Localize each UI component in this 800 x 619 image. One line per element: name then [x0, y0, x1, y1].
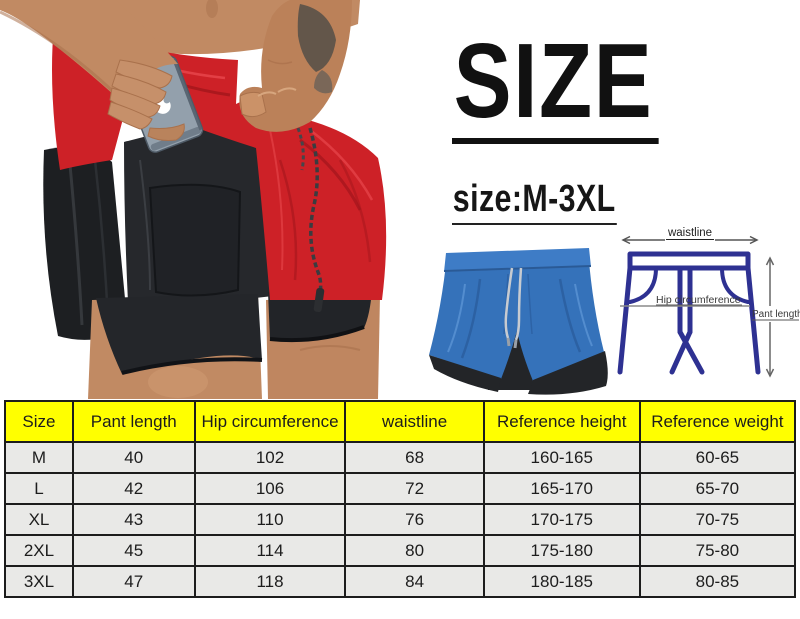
blue-drawstring: [504, 267, 523, 349]
table-cell: 180-185: [482, 565, 641, 598]
table-cell: 3XL: [4, 565, 74, 598]
column-header-waistline: waistline: [344, 400, 485, 443]
table-cell: 80-85: [638, 565, 797, 598]
size-range-subtitle: size:M-3XL: [452, 180, 618, 225]
blue-liner-right: [528, 351, 608, 395]
right-thumb: [239, 91, 267, 118]
table-cell: 106: [193, 472, 347, 505]
table-cell: 2XL: [4, 534, 74, 567]
table-cell: 80: [344, 534, 485, 567]
table-cell: 75-80: [638, 534, 797, 567]
table-cell: L: [4, 472, 74, 505]
page-title: SIZE: [452, 24, 659, 145]
shorts-outline: [617, 251, 761, 375]
column-header-reference-height: Reference height: [482, 400, 641, 443]
blue-liner-left: [429, 355, 501, 392]
table-cell: 70-75: [638, 503, 797, 536]
waistline-label: waistline: [667, 227, 712, 239]
pant-length-label: Pant length: [752, 309, 800, 320]
table-cell: 40: [71, 441, 196, 474]
blue-waistband: [444, 248, 591, 272]
size-table-body: M 40 102 68 160-165 60-65 L 42 106 72 165-170 65-70…: [4, 441, 797, 598]
table-cell: M: [4, 441, 74, 474]
product-photo-blue-shorts: [429, 248, 608, 395]
table-cell: 160-165: [482, 441, 641, 474]
table-cell: 118: [193, 565, 347, 598]
table-row-3xl: 3XL 47 118 84 180-185 80-85: [4, 565, 797, 598]
column-header-reference-weight: Reference weight: [638, 400, 797, 443]
waistline-arrow: [621, 235, 759, 245]
size-table-container: Size Pant length Hip circumference waistlin…: [4, 400, 797, 598]
liner-left-leg: [96, 294, 262, 374]
column-header-pant-length: Pant length: [71, 400, 196, 443]
table-cell: 114: [193, 534, 347, 567]
product-photo-red-shorts: [0, 0, 387, 399]
left-hand-fingers: [107, 59, 185, 141]
table-cell: 76: [344, 503, 485, 536]
table-row-xl: XL 43 110 76 170-175 70-75: [4, 503, 797, 536]
table-cell: 110: [193, 503, 347, 536]
column-header-size: Size: [4, 400, 74, 443]
table-cell: XL: [4, 503, 74, 536]
tattoo: [297, 4, 336, 72]
table-row-m: M 40 102 68 160-165 60-65: [4, 441, 797, 474]
table-cell: 68: [344, 441, 485, 474]
table-cell: 43: [71, 503, 196, 536]
hip-label: Hip circumference: [656, 294, 741, 306]
table-cell: 170-175: [482, 503, 641, 536]
column-header-hip-circumference: Hip circumference: [193, 400, 347, 443]
table-cell: 102: [193, 441, 347, 474]
table-cell: 42: [71, 472, 196, 505]
size-table: Size Pant length Hip circumference waistlin…: [4, 400, 797, 598]
phone-pocket: [148, 183, 242, 297]
table-cell: 47: [71, 565, 196, 598]
table-cell: 84: [344, 565, 485, 598]
table-cell: 45: [71, 534, 196, 567]
table-cell: 72: [344, 472, 485, 505]
size-table-header-row: Size Pant length Hip circumference waistlin…: [4, 400, 797, 443]
table-row-l: L 42 106 72 165-170 65-70: [4, 472, 797, 505]
table-cell: 165-170: [482, 472, 641, 505]
pant-length-arrow: [765, 256, 775, 378]
liner-right-hem: [268, 290, 372, 342]
drawstring: [296, 127, 325, 313]
table-row-2xl: 2XL 45 114 80 175-180 75-80: [4, 534, 797, 567]
table-cell: 60-65: [638, 441, 797, 474]
table-cell: 65-70: [638, 472, 797, 505]
table-cell: 175-180: [482, 534, 641, 567]
measurement-diagram: waistline Hip circumference Pant length: [617, 227, 800, 378]
